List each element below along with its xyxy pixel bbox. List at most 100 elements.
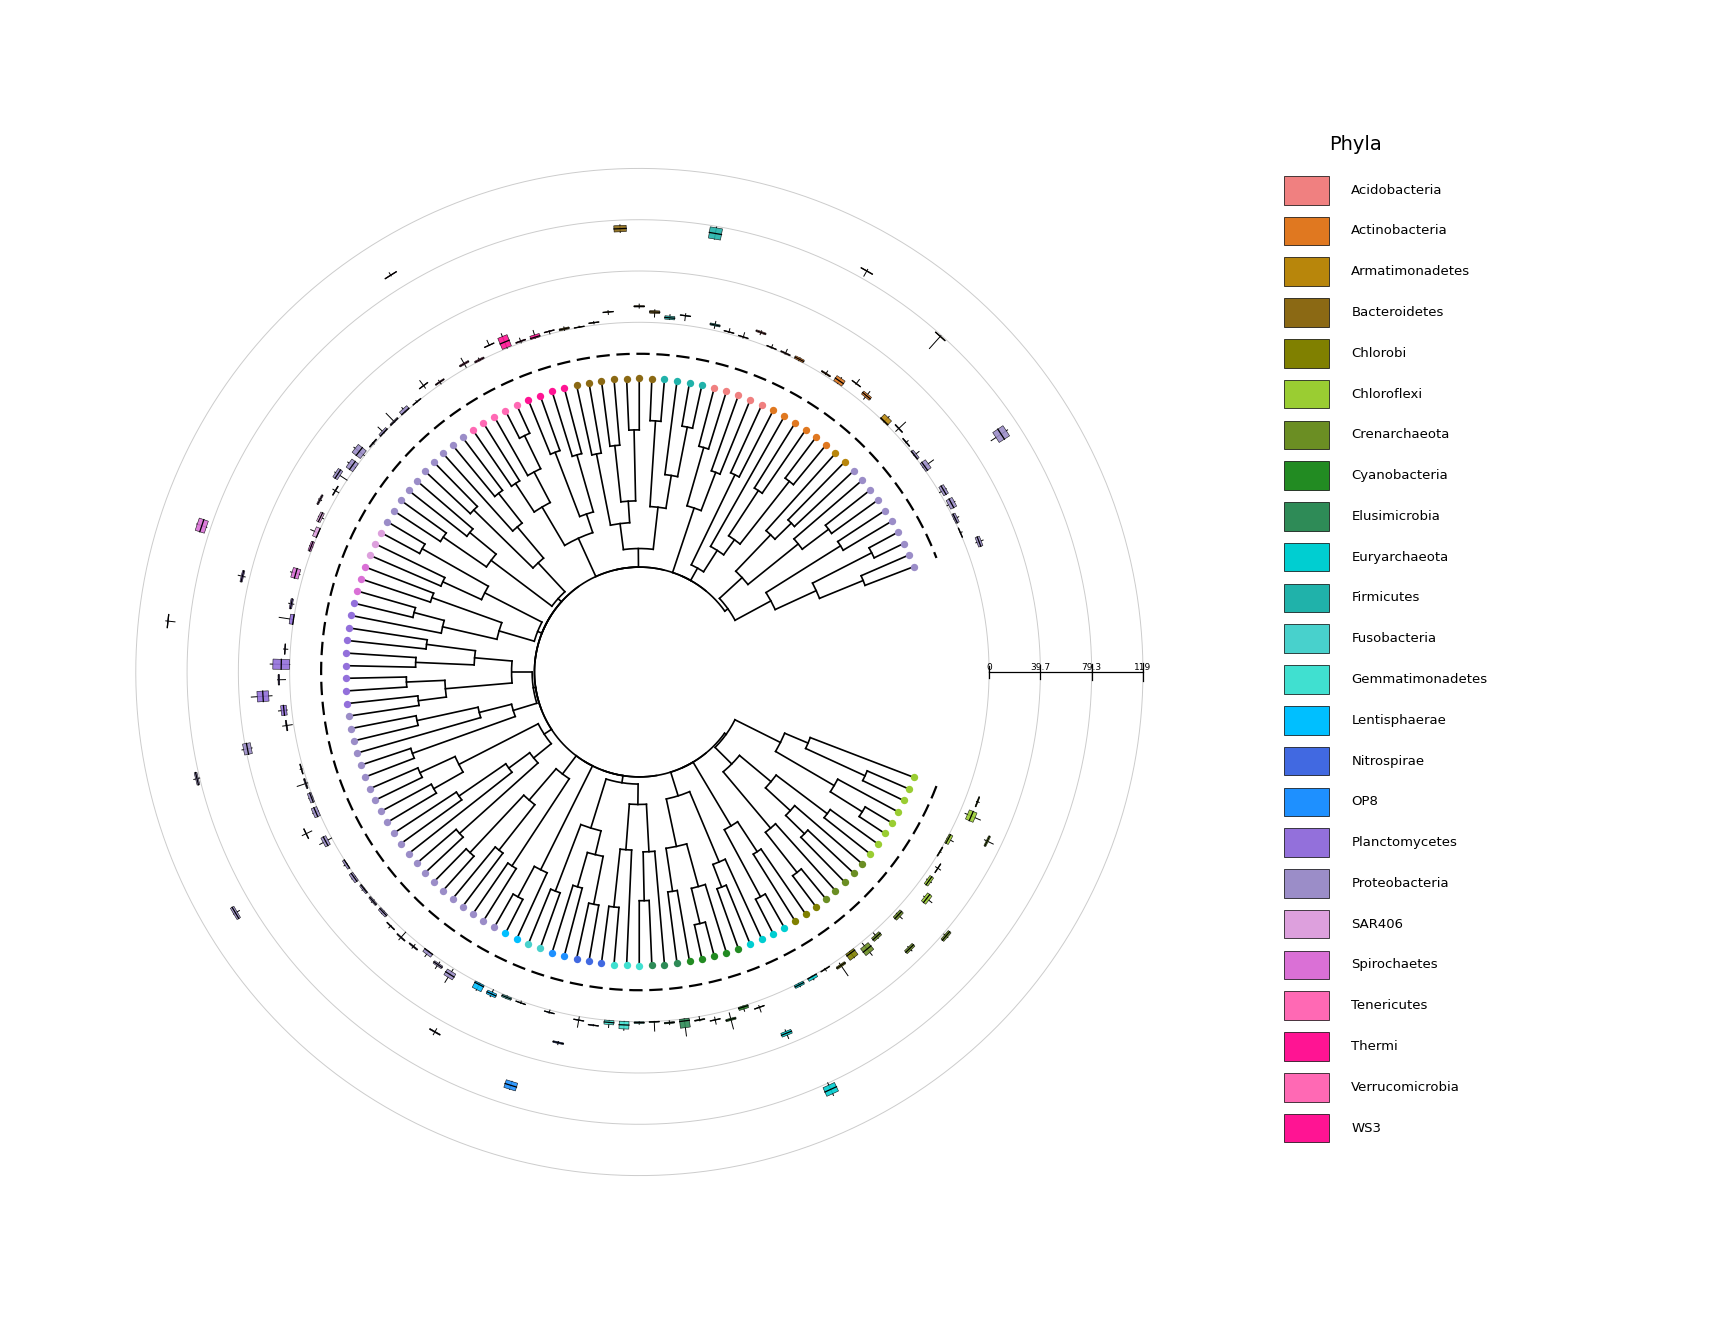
Bar [378, 907, 387, 917]
Point [356, 778, 384, 800]
Point [460, 903, 487, 925]
Point [439, 888, 467, 910]
Bar [346, 460, 358, 472]
Bar [285, 720, 289, 731]
Bar [399, 406, 410, 415]
Point [771, 406, 798, 427]
Bar [992, 426, 1009, 442]
Point [394, 843, 422, 864]
Bar [435, 379, 444, 386]
FancyBboxPatch shape [1284, 1073, 1329, 1102]
Point [864, 833, 892, 855]
Point [821, 442, 848, 464]
Point [394, 480, 422, 501]
FancyBboxPatch shape [1284, 258, 1329, 286]
Point [340, 730, 368, 751]
Bar [738, 335, 748, 339]
Bar [708, 227, 722, 241]
Point [781, 413, 809, 434]
Bar [603, 1020, 613, 1025]
Point [551, 378, 579, 399]
Bar [755, 1005, 764, 1009]
Bar [679, 1019, 689, 1028]
Bar [484, 343, 494, 348]
FancyBboxPatch shape [1284, 625, 1329, 653]
Bar [413, 398, 422, 405]
Text: Firmicutes: Firmicutes [1351, 591, 1420, 605]
Bar [501, 995, 511, 1000]
Point [334, 630, 361, 652]
Point [890, 532, 918, 554]
Point [344, 581, 372, 602]
Point [503, 394, 530, 415]
Bar [257, 691, 270, 702]
Bar [795, 356, 804, 363]
Bar [821, 966, 829, 972]
Point [387, 833, 415, 855]
Point [748, 929, 776, 950]
Text: Elusimicrobia: Elusimicrobia [1351, 509, 1439, 523]
Point [403, 470, 430, 492]
Text: Planctomycetes: Planctomycetes [1351, 836, 1457, 849]
Point [551, 945, 579, 966]
Bar [498, 335, 511, 349]
Bar [902, 438, 909, 446]
Point [588, 953, 615, 974]
FancyBboxPatch shape [1284, 870, 1329, 898]
Point [387, 489, 415, 511]
Point [700, 378, 727, 399]
Point [802, 426, 829, 448]
Point [638, 368, 665, 390]
Bar [444, 969, 456, 980]
Point [626, 367, 653, 388]
Point [676, 372, 703, 394]
Bar [861, 942, 874, 956]
Point [347, 754, 375, 775]
Point [848, 469, 876, 491]
Point [563, 374, 591, 395]
Bar [517, 1001, 525, 1005]
Point [840, 863, 867, 884]
Bar [904, 943, 914, 954]
Bar [423, 949, 432, 957]
Bar [807, 974, 817, 981]
Text: SAR406: SAR406 [1351, 918, 1403, 930]
Point [638, 954, 665, 976]
Point [871, 500, 899, 521]
Point [840, 460, 867, 481]
Bar [397, 934, 404, 941]
Point [337, 605, 365, 626]
Bar [168, 614, 169, 628]
Bar [921, 892, 931, 905]
Bar [574, 1019, 584, 1021]
Point [380, 823, 408, 844]
Bar [289, 614, 294, 625]
Point [664, 370, 691, 391]
FancyBboxPatch shape [1284, 665, 1329, 694]
Text: Tenericutes: Tenericutes [1351, 999, 1427, 1012]
Point [831, 871, 859, 892]
Bar [781, 1030, 793, 1038]
Bar [613, 226, 626, 233]
Point [335, 706, 363, 727]
Bar [544, 329, 555, 333]
FancyBboxPatch shape [1284, 503, 1329, 531]
Bar [975, 797, 980, 806]
FancyBboxPatch shape [1284, 828, 1329, 857]
Text: Armatimonadetes: Armatimonadetes [1351, 265, 1471, 278]
Bar [938, 485, 949, 496]
Point [855, 843, 883, 864]
Text: 39.7: 39.7 [1030, 663, 1051, 672]
Bar [911, 450, 919, 460]
Bar [368, 896, 377, 906]
Point [791, 419, 819, 441]
Text: Gemmatimonadetes: Gemmatimonadetes [1351, 673, 1488, 685]
Text: Lentisphaerae: Lentisphaerae [1351, 714, 1446, 727]
Bar [975, 536, 983, 547]
Bar [387, 922, 394, 930]
Bar [505, 1079, 518, 1091]
Point [332, 655, 359, 676]
Text: Bacteroidetes: Bacteroidetes [1351, 306, 1443, 319]
Bar [821, 371, 831, 376]
Point [812, 434, 840, 456]
